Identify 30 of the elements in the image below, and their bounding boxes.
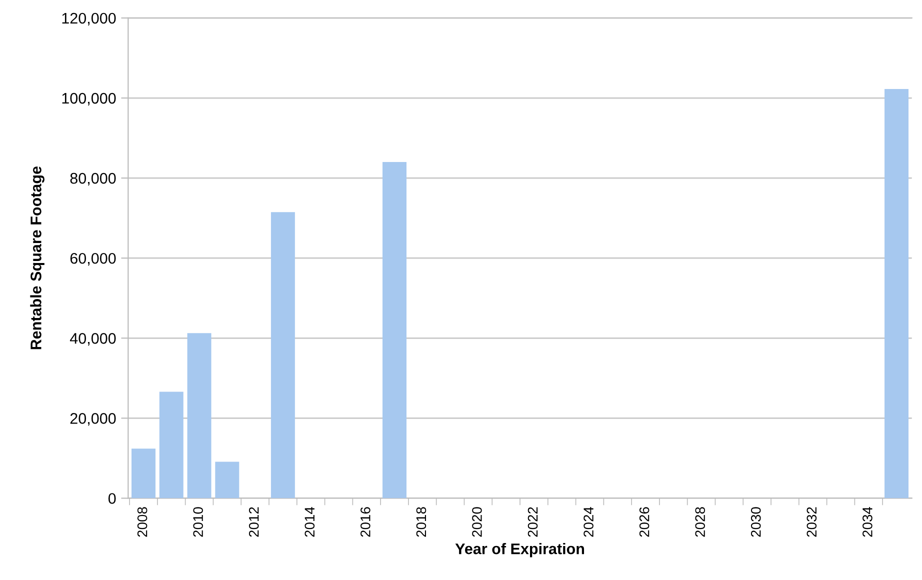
x-tick-label: 2016 <box>360 507 370 537</box>
y-tick-label: 0 <box>108 493 116 504</box>
y-tick-label: 40,000 <box>70 333 116 346</box>
y-tick-label: 20,000 <box>70 413 116 426</box>
y-tick-label: 120,000 <box>62 12 116 26</box>
x-tick-label: 2008 <box>137 507 148 537</box>
x-tick-label: 2012 <box>248 507 259 537</box>
bar <box>215 462 240 498</box>
x-tick-label: 2030 <box>750 507 761 537</box>
bar <box>159 392 184 498</box>
y-tick-label: 80,000 <box>70 172 116 186</box>
bar <box>382 162 406 498</box>
x-tick-label: 2028 <box>695 507 706 537</box>
x-tick-label: 2026 <box>639 507 650 537</box>
bar <box>270 212 295 498</box>
y-tick-label: 100,000 <box>62 92 116 106</box>
x-tick-label: 2018 <box>416 507 426 537</box>
x-tick-label: 2020 <box>472 507 482 537</box>
bar <box>187 333 212 498</box>
y-axis-title: Rentable Square Footage <box>30 166 44 350</box>
bar <box>884 89 909 498</box>
x-tick-label: 2014 <box>304 506 315 537</box>
x-tick-label: 2022 <box>528 507 538 537</box>
x-tick-label: 2034 <box>862 506 872 537</box>
x-tick-label: 2024 <box>584 506 594 537</box>
y-tick-label: 60,000 <box>70 252 116 266</box>
x-tick-label: 2010 <box>193 507 204 537</box>
x-tick-label: 2032 <box>806 507 817 537</box>
x-axis-title: Year of Expiration <box>455 543 584 558</box>
bar <box>132 448 156 498</box>
